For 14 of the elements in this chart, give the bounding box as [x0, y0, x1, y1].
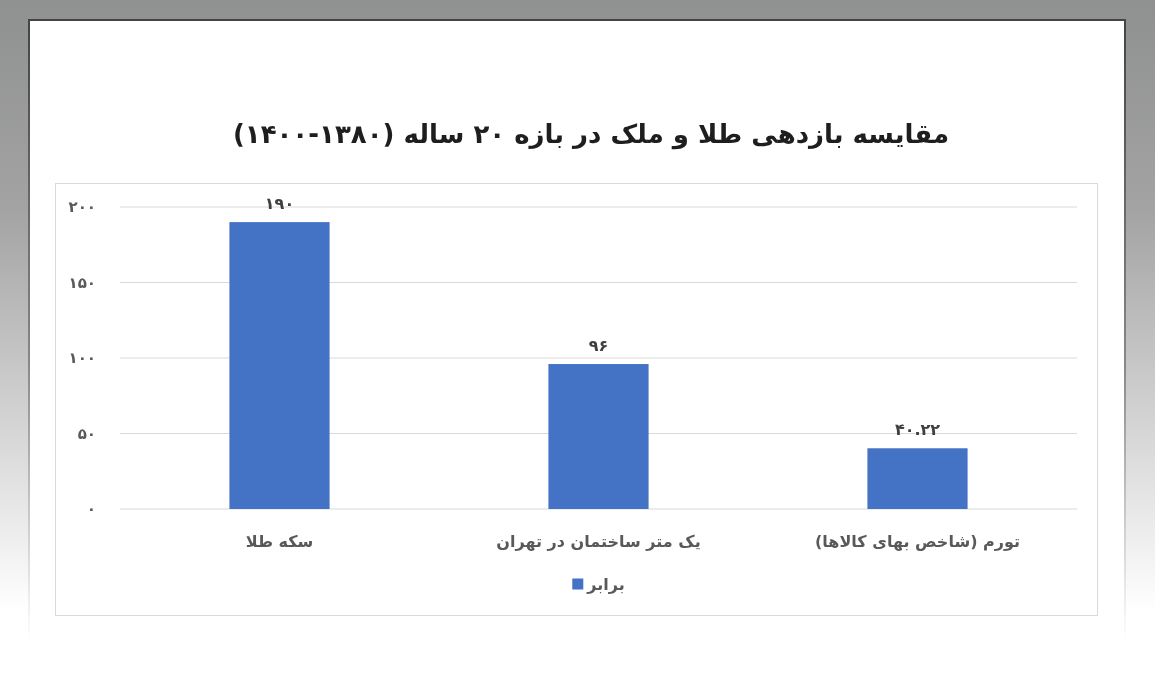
data-label: ۴۰.۲۲	[894, 420, 941, 440]
legend: برابر	[572, 575, 625, 594]
y-tick-label: ۰	[86, 500, 96, 518]
x-tick-label: سکه طلا	[245, 532, 314, 551]
y-tick-label: ۵۰	[77, 424, 96, 443]
y-tick-label: ۱۵۰	[68, 273, 96, 292]
x-tick-label: تورم (شاخص بهای کالاها)	[815, 532, 1020, 551]
legend-label: برابر	[586, 575, 625, 594]
data-label: ۹۶	[588, 336, 609, 356]
y-tick-label: ۱۰۰	[68, 349, 96, 367]
x-tick-label: یک متر ساختمان در تهران	[496, 532, 701, 551]
chart-title: مقایسه بازدهی طلا و ملک در بازه ۲۰ ساله (۱۳۸۰-۱۴۰۰)	[232, 119, 950, 150]
y-tick-label: ۲۰۰	[68, 198, 96, 216]
data-label: ۱۹۰	[264, 194, 295, 214]
